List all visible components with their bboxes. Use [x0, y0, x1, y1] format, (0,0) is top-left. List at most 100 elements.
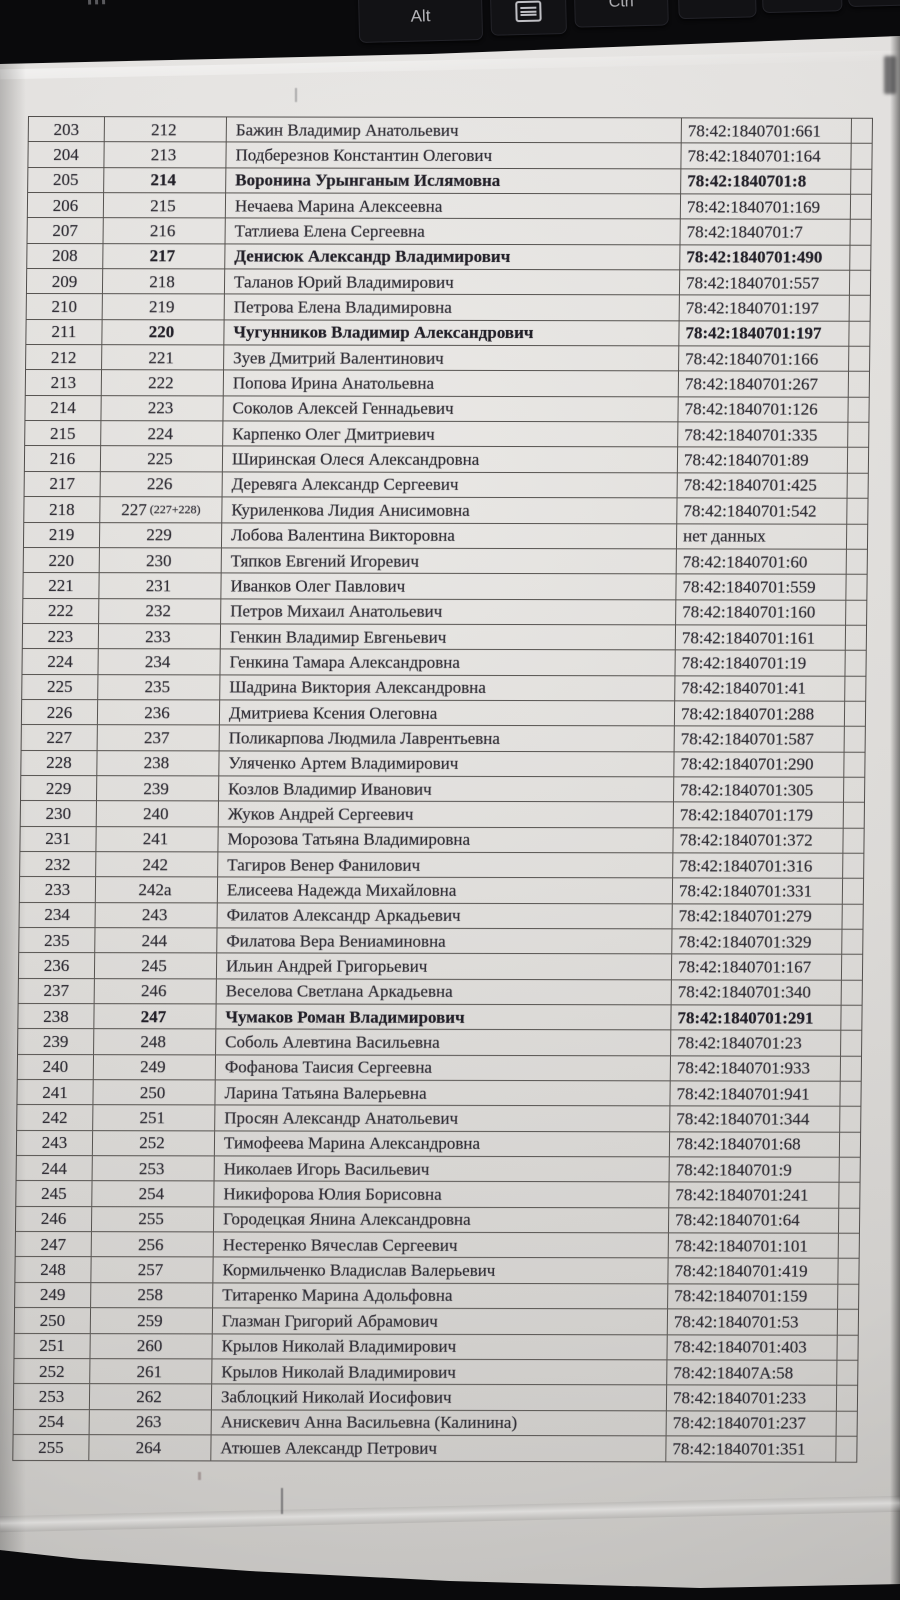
owner-name-cell: Денисюк Александр Владимирович	[225, 244, 681, 270]
edge-sliver-cell	[838, 1310, 856, 1334]
table-row: 239 248 Соболь Алевтина Васильевна 78:42…	[18, 1029, 862, 1057]
plot-number-cell: 224	[101, 421, 224, 446]
row-number-cell: 242	[17, 1105, 94, 1130]
cadastral-number-cell: 78:42:1840701:305	[673, 777, 845, 803]
edge-sliver-cell	[843, 828, 861, 852]
edge-sliver-cell	[843, 854, 861, 878]
row-number-cell: 247	[15, 1232, 92, 1257]
plot-number-cell: 260	[90, 1333, 213, 1359]
row-number-cell: 212	[26, 345, 103, 370]
owner-name-cell: Таланов Юрий Владимирович	[224, 269, 681, 295]
plot-number-cell: 256	[91, 1232, 214, 1257]
plot-number-cell: 233	[98, 624, 222, 649]
cadastral-number-cell: 78:42:1840701:169	[680, 194, 852, 220]
owner-name-cell: Козлов Владимир Иванович	[218, 776, 675, 802]
row-number-cell: 234	[19, 902, 96, 928]
edge-sliver-cell	[842, 980, 860, 1004]
cadastral-number-cell: 78:42:1840701:8	[681, 169, 852, 194]
row-number-cell: 221	[23, 573, 100, 598]
edge-sliver-cell	[849, 372, 867, 396]
keyboard-glare	[87, 0, 118, 5]
row-number-cell: 243	[16, 1130, 94, 1156]
cadastral-number-cell: 78:42:1840701:419	[668, 1258, 839, 1284]
cadastral-number-cell: 78:42:1840701:288	[674, 701, 846, 726]
table-row: 254 263 Анискевич Анна Васильевна (Калин…	[13, 1409, 857, 1437]
edge-sliver-cell	[839, 1234, 857, 1258]
row-number-cell: 210	[26, 294, 103, 319]
plot-number-cell: 250	[93, 1080, 216, 1105]
row-number-cell: 238	[18, 1004, 95, 1029]
table-row: 227 237 Поликарпова Людмила Лаврентьевна…	[21, 725, 865, 753]
table-row: 231 241 Морозова Татьяна Владимировна 78…	[20, 826, 864, 854]
table-row: 229 239 Козлов Владимир Иванович 78:42:1…	[20, 775, 865, 804]
table-row: 242 251 Просян Александр Анатольевич 78:…	[17, 1105, 861, 1133]
cadastral-number-cell: 78:42:1840701:64	[668, 1208, 840, 1233]
edge-sliver-cell	[848, 423, 866, 447]
table-row: 234 243 Филатов Александр Аркадьевич 78:…	[19, 902, 863, 930]
table-row: 220 230 Тяпков Евгений Игоревич 78:42:18…	[23, 547, 867, 575]
edge-sliver-cell	[844, 803, 862, 827]
owner-name-cell: Анискевич Анна Васильевна (Калинина)	[211, 1409, 667, 1436]
cadastral-number-cell: 78:42:1840701:329	[672, 929, 843, 955]
owner-name-cell: Титаренко Марина Адольфовна	[213, 1283, 669, 1309]
row-number-cell: 241	[17, 1080, 94, 1105]
edge-sliver-cell	[845, 727, 863, 751]
edge-sliver-cell	[840, 1107, 858, 1131]
row-number-cell: 232	[20, 851, 97, 877]
edge-sliver-cell	[849, 321, 867, 345]
cadastral-number-cell: 78:42:1840701:167	[671, 954, 843, 980]
row-number-cell: 229	[20, 775, 98, 801]
plot-number-cell: 227 (227+228)	[100, 497, 223, 522]
plot-number-cell: 243	[95, 902, 218, 928]
plot-number-cell: 261	[90, 1359, 213, 1384]
row-number-cell: 245	[16, 1181, 93, 1206]
row-number-cell: 205	[28, 167, 105, 193]
owner-name-cell: Тимофеева Марина Александровна	[214, 1131, 671, 1157]
table-row: 209 218 Таланов Юрий Владимирович 78:42:…	[26, 269, 871, 297]
plot-number-cell: 232	[99, 598, 222, 624]
table-row: 212 221 Зуев Дмитрий Валентинович 78:42:…	[26, 345, 870, 373]
paper-small-mark	[295, 88, 297, 102]
edge-sliver-cell	[841, 1031, 859, 1055]
cadastral-number-cell: 78:42:1840701:340	[671, 980, 842, 1005]
cadastral-number-cell: 78:42:1840701:237	[666, 1410, 837, 1436]
owner-name-cell: Тяпков Евгений Игоревич	[221, 548, 677, 574]
table-row: 250 259 Глазман Григорий Абрамович 78:42…	[14, 1308, 859, 1336]
alt-key-label: Alt	[410, 6, 431, 26]
cadastral-number-cell: 78:42:1840701:164	[681, 143, 852, 169]
table-row: 213 222 Попова Ирина Анатольевна 78:42:1…	[25, 370, 870, 398]
row-number-cell: 231	[20, 826, 97, 852]
table-row: 221 231 Иванков Олег Павлович 78:42:1840…	[23, 573, 867, 601]
cadastral-number-cell: 78:42:1840701:557	[679, 270, 851, 296]
owner-name-cell: Атюшев Александр Петрович	[211, 1435, 667, 1462]
owner-name-cell: Ларина Татьяна Валерьевна	[215, 1080, 671, 1106]
edge-sliver-cell	[849, 347, 867, 371]
menu-icon	[515, 0, 542, 23]
edge-sliver-cell	[850, 296, 868, 320]
owner-name-cell: Филатова Вера Вениаминовна	[217, 928, 673, 954]
table-row: 216 225 Ширинская Олеся Александровна 78…	[24, 446, 869, 474]
cadastral-number-cell: 78:42:1840701:41	[675, 675, 846, 701]
owner-name-cell: Татлиева Елена Сергеевна	[225, 218, 681, 245]
owner-name-cell: Карпенко Олег Дмитриевич	[223, 421, 679, 447]
plot-number-cell: 255	[91, 1206, 215, 1232]
owner-name-cell: Петрова Елена Владимировна	[224, 294, 680, 321]
row-number-cell: 228	[21, 750, 98, 776]
edge-sliver-cell	[837, 1361, 855, 1385]
owner-name-cell: Тагиров Венер Фанилович	[218, 852, 674, 878]
paper-crease	[0, 1495, 900, 1533]
owner-name-cell: Морозова Татьяна Владимировна	[218, 827, 674, 853]
edge-sliver-cell	[848, 448, 866, 472]
cadastral-number-cell: 78:42:1840701:89	[677, 447, 849, 473]
edge-sliver-cell	[837, 1411, 855, 1435]
cadastral-number-cell: 78:42:1840701:403	[667, 1334, 838, 1360]
cadastral-number-cell: 78:42:1840701:372	[673, 827, 844, 853]
owner-name-cell: Веселова Светлана Аркадьевна	[216, 979, 672, 1005]
cadastral-number-cell: 78:42:1840701:197	[679, 321, 850, 346]
row-number-cell: 216	[24, 446, 102, 471]
cadastral-number-cell: 78:42:1840701:159	[668, 1284, 839, 1309]
cadastral-number-cell: 78:42:1840701:941	[670, 1081, 841, 1107]
owner-name-cell: Ильин Андрей Григорьевич	[216, 953, 673, 980]
plot-number-cell: 264	[89, 1435, 212, 1461]
plot-number-cell: 249	[93, 1054, 217, 1080]
